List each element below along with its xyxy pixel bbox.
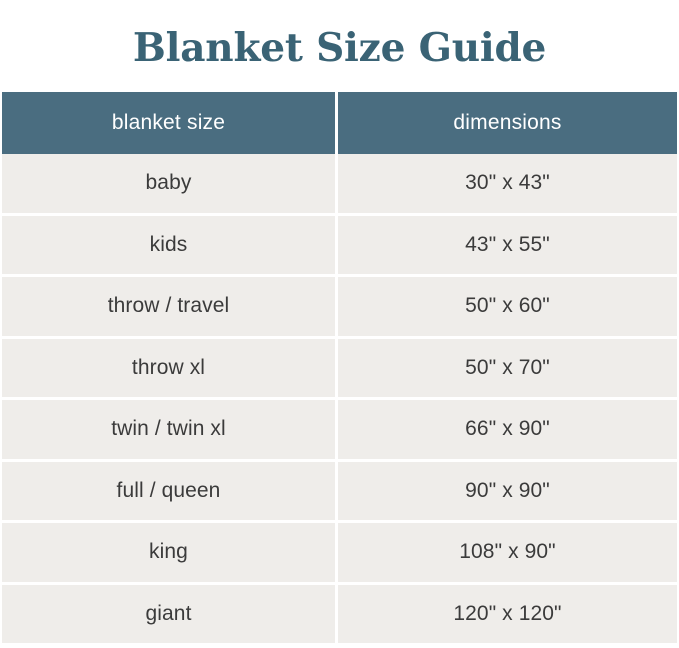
table-row: king 108" x 90" xyxy=(2,523,677,585)
cell-blanket-size: full / queen xyxy=(2,461,338,523)
table-row: twin / twin xl 66" x 90" xyxy=(2,400,677,462)
cell-dimensions: 43" x 55" xyxy=(338,215,677,277)
page-title: Blanket Size Guide xyxy=(132,25,547,72)
table-row: throw xl 50" x 70" xyxy=(2,338,677,400)
column-header-blanket-size: blanket size xyxy=(2,92,338,154)
cell-dimensions: 50" x 70" xyxy=(338,338,677,400)
table-header-row: blanket size dimensions xyxy=(2,92,677,154)
cell-blanket-size: king xyxy=(2,523,338,585)
cell-blanket-size: baby xyxy=(2,154,338,216)
cell-dimensions: 108" x 90" xyxy=(338,523,677,585)
cell-dimensions: 120" x 120" xyxy=(338,584,677,646)
table-row: full / queen 90" x 90" xyxy=(2,461,677,523)
cell-dimensions: 90" x 90" xyxy=(338,461,677,523)
cell-dimensions: 30" x 43" xyxy=(338,154,677,216)
cell-blanket-size: throw xl xyxy=(2,338,338,400)
table-row: giant 120" x 120" xyxy=(2,584,677,646)
page-title-container: Blanket Size Guide xyxy=(0,0,679,92)
cell-blanket-size: twin / twin xl xyxy=(2,400,338,462)
cell-blanket-size: throw / travel xyxy=(2,277,338,339)
cell-dimensions: 66" x 90" xyxy=(338,400,677,462)
size-guide-table: blanket size dimensions baby 30" x 43" k… xyxy=(2,92,677,646)
cell-blanket-size: giant xyxy=(2,584,338,646)
cell-blanket-size: kids xyxy=(2,215,338,277)
column-header-dimensions: dimensions xyxy=(338,92,677,154)
cell-dimensions: 50" x 60" xyxy=(338,277,677,339)
table-row: throw / travel 50" x 60" xyxy=(2,277,677,339)
table-row: baby 30" x 43" xyxy=(2,154,677,216)
table-row: kids 43" x 55" xyxy=(2,215,677,277)
